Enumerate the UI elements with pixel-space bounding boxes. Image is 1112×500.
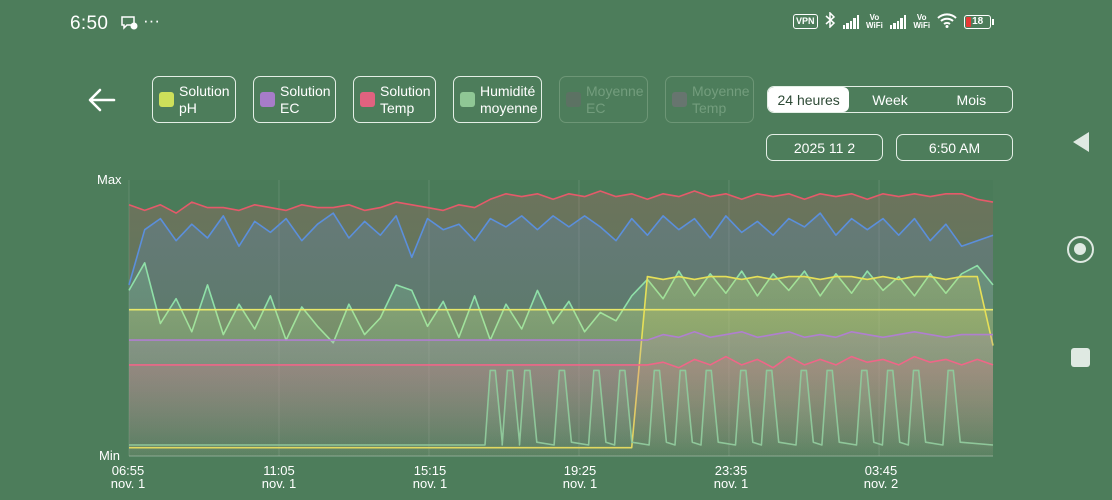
legend-swatch: [460, 92, 475, 107]
battery-level: 18: [972, 15, 984, 27]
x-tick: 19:25 nov. 1: [562, 463, 598, 491]
x-tick: 03:45 nov. 2: [863, 463, 899, 491]
legend-solution-ec[interactable]: Solution EC: [253, 76, 336, 123]
nav-recents-icon[interactable]: [1071, 348, 1090, 367]
legend-moyenne-ec[interactable]: Moyenne EC: [559, 76, 648, 123]
legend-label: Moyenne Temp: [692, 82, 750, 116]
series-line: [128, 212, 994, 286]
x-tick: 15:15 nov. 1: [412, 463, 448, 491]
x-tick: 11:05 nov. 1: [261, 463, 297, 491]
bluetooth-icon: [825, 11, 836, 31]
legend-label: Solution EC: [280, 82, 331, 116]
nav-back-icon[interactable]: [1071, 131, 1091, 158]
x-tick: 23:35 nov. 1: [713, 463, 749, 491]
back-arrow-icon[interactable]: [84, 84, 120, 116]
status-icons: VPN Vo WiFi Vo WiFi 18: [793, 11, 995, 31]
legend-swatch: [260, 92, 275, 107]
vowifi-icon-2: Vo WiFi: [913, 12, 931, 30]
legend-swatch: [672, 92, 687, 107]
date-picker[interactable]: 2025 11 2: [766, 134, 883, 161]
legend-humidite-moyenne[interactable]: Humidité moyenne: [453, 76, 542, 123]
vpn-icon: VPN: [793, 14, 818, 29]
nav-home-icon[interactable]: [1067, 236, 1094, 263]
y-axis-max-label: Max: [97, 172, 122, 187]
wifi-icon: [937, 12, 957, 31]
legend-label: Moyenne EC: [586, 82, 644, 116]
x-tick: 06:55 nov. 1: [110, 463, 146, 491]
signal-icon-1: [842, 14, 860, 29]
time-picker[interactable]: 6:50 AM: [896, 134, 1013, 161]
legend-swatch: [566, 92, 581, 107]
legend-swatch: [159, 92, 174, 107]
series-line: [129, 369, 994, 446]
legend-label: Solution Temp: [380, 82, 431, 116]
series-line: [128, 190, 994, 214]
legend-solution-ph[interactable]: Solution pH: [152, 76, 236, 123]
legend-label: Humidité moyenne: [480, 82, 538, 116]
series-line: [129, 355, 994, 369]
time-range-toggle: 24 heures Week Mois: [767, 86, 1013, 113]
status-bar: 6:50 ··· VPN Vo WiFi Vo WiFi 18: [0, 0, 1112, 48]
legend-label: Solution pH: [179, 82, 230, 116]
range-month[interactable]: Mois: [956, 91, 987, 108]
battery-icon: 18: [964, 14, 995, 29]
vowifi-icon-1: Vo WiFi: [866, 12, 883, 30]
y-axis-min-label: Min: [99, 448, 120, 463]
chat-notification-icon: [120, 15, 139, 35]
legend-solution-temp[interactable]: Solution Temp: [353, 76, 436, 123]
range-week[interactable]: Week: [872, 91, 908, 108]
legend-moyenne-temp[interactable]: Moyenne Temp: [665, 76, 754, 123]
signal-icon-2: [889, 14, 907, 29]
series-area: [129, 370, 993, 456]
more-notifications-icon: ···: [143, 11, 160, 30]
status-time: 6:50: [70, 13, 109, 34]
legend-swatch: [360, 92, 375, 107]
series-line: [129, 331, 993, 341]
range-24h[interactable]: 24 heures: [768, 87, 850, 112]
